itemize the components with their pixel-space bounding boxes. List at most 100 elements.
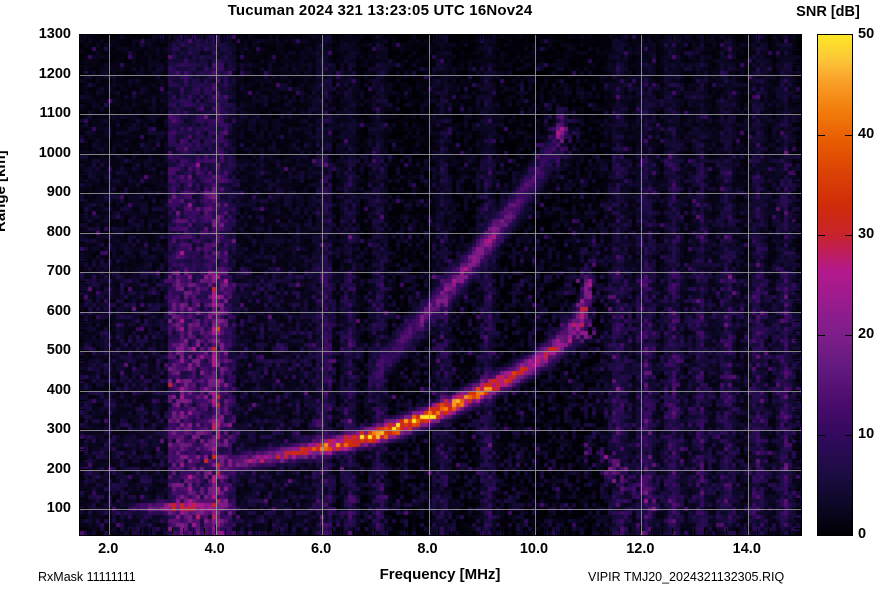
y-axis-title: Range [km] [0, 150, 9, 232]
axis-tick [257, 528, 258, 534]
axis-tick [794, 172, 800, 173]
axis-tick [481, 528, 482, 534]
axis-tick [225, 35, 226, 41]
colorbar-tick [845, 335, 852, 336]
axis-tick [98, 35, 99, 41]
axis-tick [662, 35, 663, 41]
axis-tick [694, 35, 695, 41]
axis-tick [140, 528, 141, 534]
axis-tick [80, 192, 89, 193]
axis-tick [80, 291, 86, 292]
y-tick-label: 700 [46, 263, 71, 280]
axis-tick [119, 528, 120, 534]
axis-tick [683, 35, 684, 41]
axis-tick [791, 113, 800, 114]
colorbar-tick [845, 235, 852, 236]
axis-tick [374, 528, 375, 534]
y-tick-label: 1000 [38, 144, 71, 161]
axis-tick [481, 35, 482, 41]
axis-tick [438, 528, 439, 534]
axis-tick [662, 528, 663, 534]
axis-tick [396, 528, 397, 534]
axis-tick [80, 93, 86, 94]
axis-tick [172, 35, 173, 41]
axis-tick [80, 232, 89, 233]
axis-tick [470, 35, 471, 41]
colorbar-tick [818, 135, 825, 136]
axis-tick [715, 35, 716, 41]
axis-tick [183, 35, 184, 41]
axis-tick [791, 232, 800, 233]
y-tick-label: 1100 [39, 105, 71, 122]
y-tick-label: 300 [46, 421, 71, 438]
y-tick-label: 400 [46, 381, 71, 398]
axis-tick [80, 380, 86, 381]
axis-tick [491, 528, 492, 534]
axis-tick [80, 321, 86, 322]
axis-tick [300, 528, 301, 534]
axis-tick [794, 103, 800, 104]
axis-tick [791, 271, 800, 272]
x-axis-title: Frequency [MHz] [379, 566, 501, 583]
axis-tick [715, 528, 716, 534]
axis-tick [183, 528, 184, 534]
axis-tick [417, 35, 418, 41]
axis-tick [353, 528, 354, 534]
axis-tick [193, 35, 194, 41]
colorbar [817, 34, 853, 536]
axis-tick [300, 35, 301, 41]
axis-tick [789, 528, 790, 534]
axis-tick [80, 113, 89, 114]
axis-tick [215, 35, 216, 44]
axis-tick [80, 153, 89, 154]
y-tick-label: 1200 [38, 65, 71, 82]
axis-tick [794, 301, 800, 302]
axis-tick [566, 528, 567, 534]
axis-tick [794, 54, 800, 55]
axis-tick [80, 242, 86, 243]
axis-tick [704, 35, 705, 41]
axis-tick [310, 35, 311, 41]
axis-tick [80, 419, 86, 420]
y-tick-label: 800 [46, 223, 71, 240]
axis-tick [257, 35, 258, 41]
axis-tick [80, 409, 86, 410]
axis-tick [513, 528, 514, 534]
axis-tick [794, 162, 800, 163]
axis-tick [768, 528, 769, 534]
axis-tick [672, 528, 673, 534]
axis-tick [80, 261, 86, 262]
axis-tick [794, 479, 800, 480]
axis-tick [80, 212, 86, 213]
axis-tick [640, 525, 641, 534]
axis-tick [794, 449, 800, 450]
axis-tick [598, 528, 599, 534]
figure-title: Tucuman 2024 321 13:23:05 UTC 16Nov24 [227, 2, 533, 19]
axis-tick [108, 35, 109, 44]
axis-tick [555, 35, 556, 41]
axis-tick [791, 74, 800, 75]
axis-tick [768, 35, 769, 41]
axis-tick [794, 380, 800, 381]
colorbar-tick [845, 135, 852, 136]
rxmask-label: RxMask 11111111 [38, 570, 136, 584]
axis-tick [87, 528, 88, 534]
axis-tick [80, 34, 89, 35]
axis-tick [396, 35, 397, 41]
axis-tick [794, 251, 800, 252]
axis-tick [80, 459, 86, 460]
axis-tick [289, 35, 290, 41]
ionogram-heatmap-canvas [80, 35, 801, 535]
axis-tick [80, 202, 86, 203]
x-tick-label: 2.0 [98, 541, 119, 557]
x-tick-label: 12.0 [626, 541, 655, 557]
axis-tick [736, 35, 737, 41]
axis-tick [279, 35, 280, 41]
axis-tick [683, 528, 684, 534]
axis-tick [794, 123, 800, 124]
axis-tick [794, 409, 800, 410]
axis-tick [385, 35, 386, 41]
axis-tick [791, 350, 800, 351]
colorbar-tick-label: 10 [858, 426, 875, 442]
axis-tick [80, 123, 86, 124]
